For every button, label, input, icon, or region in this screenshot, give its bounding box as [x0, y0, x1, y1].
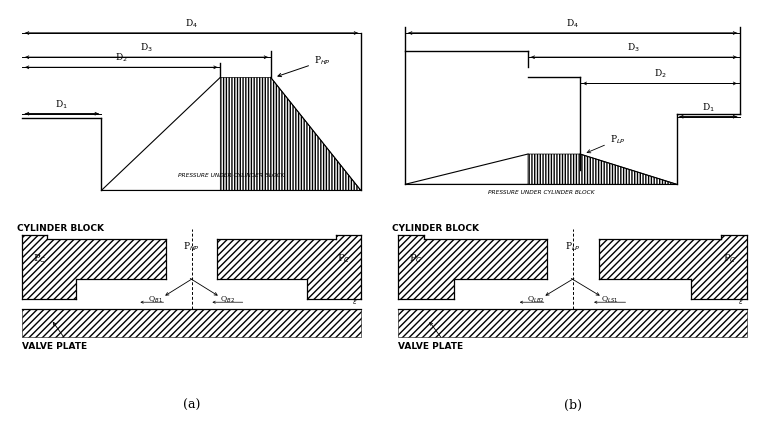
Polygon shape [217, 235, 361, 299]
Text: PRESSURE UNDER CYLINDER BLOCK: PRESSURE UNDER CYLINDER BLOCK [488, 190, 594, 195]
Text: D$_2$: D$_2$ [115, 52, 128, 64]
Text: D$_1$: D$_1$ [702, 101, 715, 114]
Text: P$_C$: P$_C$ [33, 252, 47, 265]
Text: CYLINDER BLOCK: CYLINDER BLOCK [392, 224, 480, 233]
Text: P$_{LP}$: P$_{LP}$ [588, 133, 625, 153]
Text: D$_3$: D$_3$ [627, 42, 640, 54]
Text: D$_3$: D$_3$ [140, 42, 153, 54]
Text: D$_4$: D$_4$ [566, 18, 579, 30]
Polygon shape [405, 154, 676, 184]
Polygon shape [398, 235, 547, 299]
Text: D$_2$: D$_2$ [653, 68, 666, 80]
Text: $\varepsilon$: $\varepsilon$ [352, 298, 357, 306]
Text: P$_C$: P$_C$ [336, 252, 350, 265]
Polygon shape [22, 309, 361, 338]
Text: Q$_{B1}$: Q$_{B1}$ [148, 295, 163, 305]
Text: CYLINDER BLOCK: CYLINDER BLOCK [17, 224, 104, 233]
Text: PRESSURE UNDER CYLINDER BLOCK: PRESSURE UNDER CYLINDER BLOCK [178, 173, 284, 178]
Text: P$_{HP}$: P$_{HP}$ [183, 240, 200, 253]
Text: (a): (a) [183, 399, 200, 412]
Text: $\varepsilon$: $\varepsilon$ [738, 298, 744, 306]
Text: VALVE PLATE: VALVE PLATE [22, 341, 87, 350]
Text: Q$_{LS1}$: Q$_{LS1}$ [601, 295, 618, 305]
Polygon shape [398, 309, 747, 338]
Text: P$_C$: P$_C$ [409, 252, 423, 265]
Text: D$_4$: D$_4$ [185, 18, 198, 30]
Text: D$_1$: D$_1$ [55, 98, 68, 111]
Text: Q$_{B2}$: Q$_{B2}$ [220, 295, 235, 305]
Text: P$_{HP}$: P$_{HP}$ [278, 55, 331, 77]
Text: VALVE PLATE: VALVE PLATE [398, 341, 463, 350]
Polygon shape [598, 235, 747, 299]
Text: (b): (b) [564, 399, 581, 412]
Text: P$_C$: P$_C$ [722, 252, 736, 265]
Text: P$_{LP}$: P$_{LP}$ [565, 240, 581, 253]
Text: Q$_{LB2}$: Q$_{LB2}$ [526, 295, 545, 305]
Polygon shape [22, 235, 166, 299]
Polygon shape [101, 77, 361, 190]
